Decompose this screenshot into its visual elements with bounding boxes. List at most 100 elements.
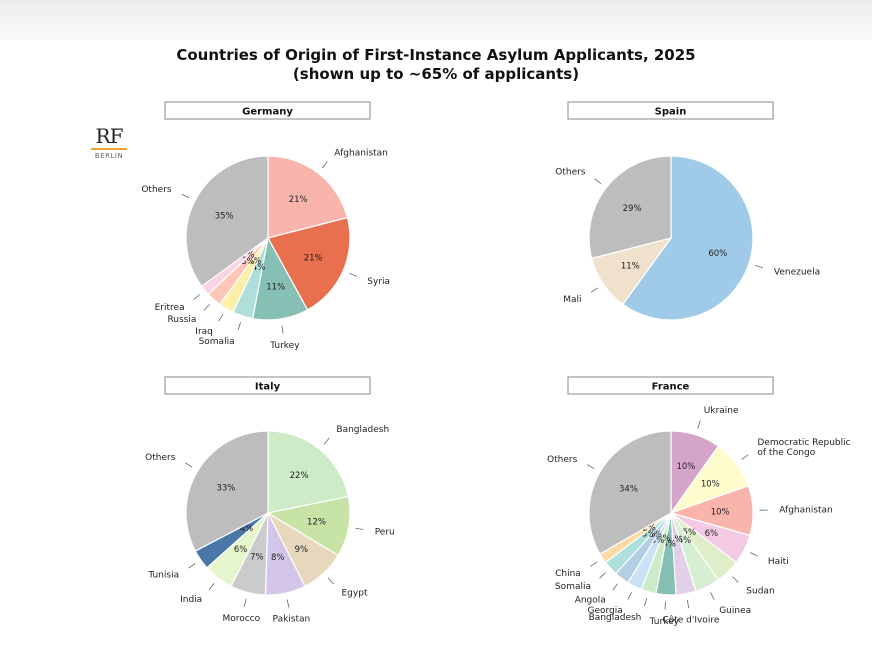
pct-label-iraq: 3% bbox=[248, 257, 262, 267]
category-label-somalia: Somalia bbox=[199, 337, 235, 347]
category-label-others: Others bbox=[555, 168, 586, 178]
leader-line bbox=[208, 583, 215, 591]
pie-france: France 10% Ukraine 10% Democratic Republic of… bbox=[547, 376, 851, 627]
category-label-tunisia: Tunisia bbox=[147, 571, 179, 581]
leader-line bbox=[203, 304, 210, 311]
category-label-india: India bbox=[180, 595, 202, 605]
pct-label-georgia: 3% bbox=[651, 536, 665, 546]
pie-italy: Italy 22% Bangladesh 12% Peru 9% Egypt 8% Pakist… bbox=[145, 376, 395, 625]
pie-slice-others bbox=[185, 430, 269, 552]
leader-line bbox=[664, 601, 666, 610]
category-label-line: Democratic Republic bbox=[757, 438, 850, 448]
category-label-bangladesh: Bangladesh bbox=[336, 425, 389, 435]
pct-label-tunisia: 4% bbox=[240, 524, 254, 534]
pct-label-guinea: 5% bbox=[678, 536, 692, 546]
category-label-democratic-republic-of-the-congo: Democratic Republic of the Congo bbox=[757, 438, 850, 458]
leader-line bbox=[188, 563, 196, 569]
leader-line bbox=[193, 294, 201, 301]
pct-label-others: 35% bbox=[215, 212, 234, 222]
leader-line bbox=[184, 462, 193, 468]
logo-accent-bar bbox=[91, 148, 127, 150]
pct-label-somalia: 3% bbox=[642, 529, 656, 539]
pct-label-turkey: 4% bbox=[662, 539, 676, 549]
leader-line bbox=[327, 577, 334, 585]
leader-line bbox=[586, 464, 595, 470]
category-label-angola: Angola bbox=[575, 595, 606, 605]
category-label-ukraine: Ukraine bbox=[704, 406, 739, 416]
leader-line bbox=[243, 598, 247, 607]
category-label-egypt: Egypt bbox=[342, 589, 368, 599]
logo-text: RF bbox=[95, 124, 124, 148]
leader-line bbox=[750, 552, 758, 557]
category-label-venezuela: Venezuela bbox=[774, 267, 820, 277]
pct-label-china: 2% bbox=[642, 524, 656, 534]
panel-title-box bbox=[567, 101, 774, 120]
pct-label-peru: 12% bbox=[307, 517, 326, 527]
category-label-guinea: Guinea bbox=[719, 606, 751, 616]
pct-label-sudan: 5% bbox=[683, 528, 697, 538]
pct-label-c-te-d-ivoire: 4% bbox=[669, 535, 683, 545]
top-fade bbox=[0, 0, 872, 40]
leader-line bbox=[349, 272, 357, 277]
pct-label-india: 6% bbox=[234, 545, 248, 555]
category-label-china: China bbox=[555, 569, 581, 579]
category-label-others: Others bbox=[141, 185, 172, 195]
leader-line bbox=[181, 193, 190, 199]
pct-label-bangladesh: 22% bbox=[290, 471, 309, 481]
category-label-eritrea: Eritrea bbox=[155, 303, 185, 313]
category-label-pakistan: Pakistan bbox=[273, 615, 311, 625]
leader-line bbox=[644, 598, 648, 607]
pie-slice-syria bbox=[267, 216, 351, 311]
category-label-line: of the Congo bbox=[757, 448, 815, 458]
pct-label-angola: 3% bbox=[648, 530, 662, 540]
category-label-bangladesh: Bangladesh bbox=[589, 613, 642, 623]
pct-label-democratic-republic-of-the-congo: 10% bbox=[701, 479, 720, 489]
category-label-somalia: Somalia bbox=[555, 582, 591, 592]
pct-label-eritrea: 2% bbox=[241, 251, 255, 261]
pct-label-pakistan: 8% bbox=[271, 553, 285, 563]
category-label-others: Others bbox=[145, 453, 176, 463]
leader-line bbox=[590, 287, 599, 293]
category-label-mali: Mali bbox=[563, 295, 581, 305]
leader-line bbox=[594, 178, 602, 185]
category-label-afghanistan: Afghanistan bbox=[334, 149, 388, 159]
pie-spain: Spain 60% Venezuela 11% Mali 29% Others bbox=[555, 101, 820, 321]
category-label-turkey: Turkey bbox=[269, 341, 300, 351]
pie-slice-others bbox=[588, 430, 672, 555]
leader-line bbox=[732, 576, 739, 583]
leader-line bbox=[286, 599, 290, 608]
pct-label-morocco: 7% bbox=[250, 553, 264, 563]
category-label-syria: Syria bbox=[367, 277, 390, 287]
leader-line bbox=[590, 561, 598, 567]
leader-line bbox=[281, 325, 284, 334]
panel-title: Italy bbox=[255, 382, 281, 393]
category-label-turkey: Turkey bbox=[649, 617, 680, 627]
rf-berlin-logo: RF BERLIN bbox=[91, 126, 127, 160]
category-label-morocco: Morocco bbox=[222, 614, 260, 624]
pie-slice-others bbox=[185, 155, 269, 288]
category-label-haiti: Haiti bbox=[768, 557, 789, 567]
leader-line bbox=[627, 592, 632, 600]
pct-label-others: 29% bbox=[623, 204, 642, 214]
panel-title: Germany bbox=[242, 107, 293, 118]
pct-label-russia: 3% bbox=[241, 257, 255, 267]
pct-label-turkey: 11% bbox=[266, 283, 285, 293]
leader-line bbox=[710, 592, 715, 600]
pct-label-afghanistan: 10% bbox=[711, 508, 730, 518]
leader-line bbox=[612, 583, 618, 591]
pct-label-bangladesh: 3% bbox=[657, 534, 671, 544]
pie-slice-peru bbox=[266, 495, 351, 557]
chart-subtitle: (shown up to ~65% of applicants) bbox=[292, 65, 580, 83]
pct-label-others: 33% bbox=[216, 484, 235, 494]
pie-slice-others bbox=[588, 155, 672, 260]
leader-line bbox=[323, 437, 330, 445]
pct-label-syria: 21% bbox=[304, 254, 323, 264]
leader-line bbox=[686, 600, 690, 609]
pct-label-mali: 11% bbox=[621, 262, 640, 272]
leader-line bbox=[321, 161, 328, 169]
leader-line bbox=[755, 265, 764, 269]
pie-slice-venezuela bbox=[621, 155, 754, 321]
chart-title: Countries of Origin of First-Instance As… bbox=[176, 46, 696, 64]
pct-label-egypt: 9% bbox=[295, 545, 309, 555]
